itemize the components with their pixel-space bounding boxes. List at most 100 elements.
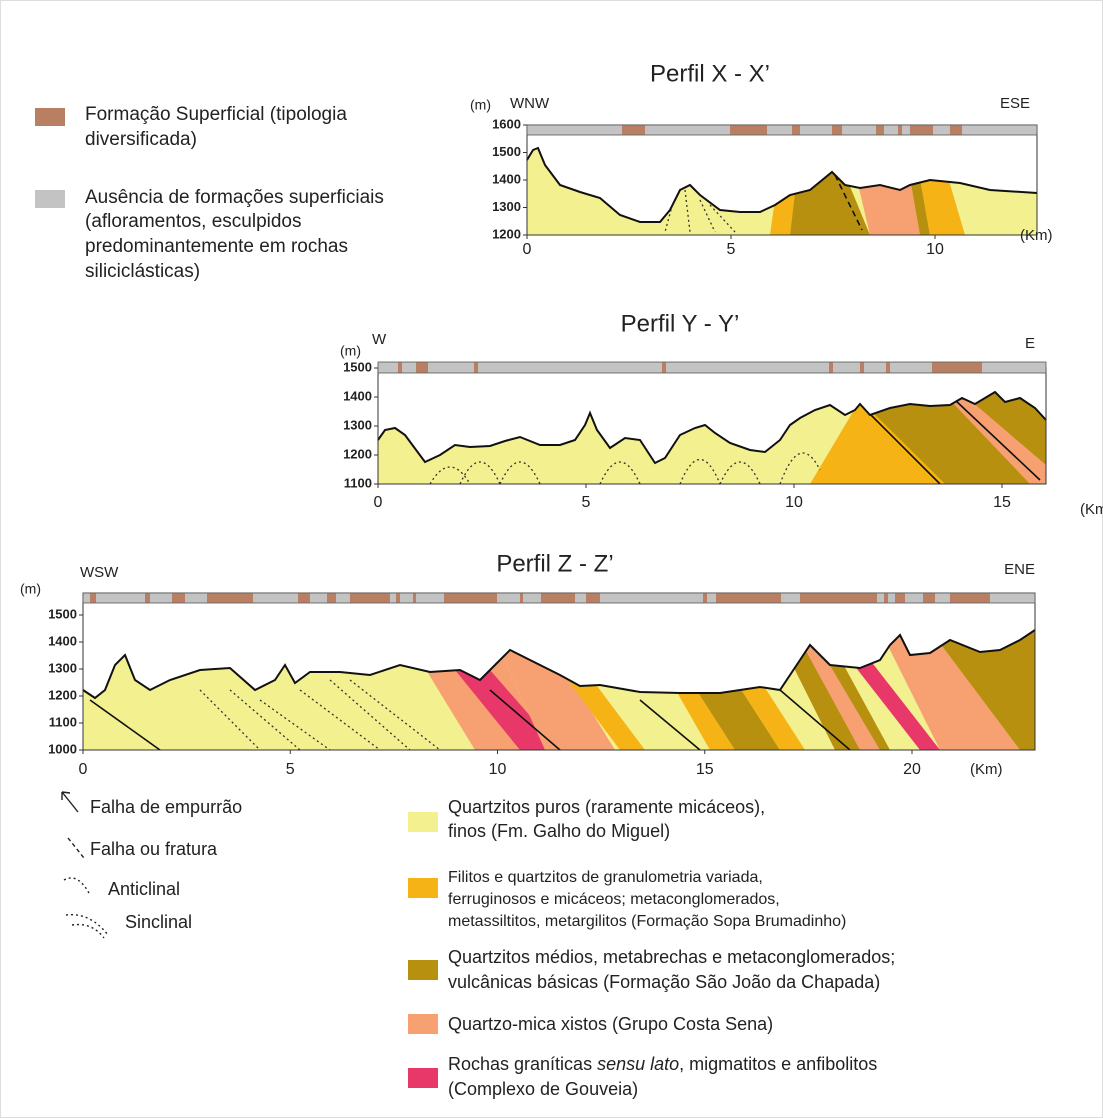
y-tick-label: 1200	[492, 226, 521, 241]
surface-segment	[792, 126, 800, 135]
direction-left: WSW	[80, 564, 119, 581]
structure-label: Falha de empurrão	[90, 797, 242, 817]
surface-segment	[413, 594, 416, 603]
legend-text: Quartzitos puros (raramente micáceos),	[448, 797, 765, 817]
surface-segment	[662, 363, 666, 373]
y-tick-label: 1100	[344, 475, 372, 490]
surface-segment	[586, 594, 600, 603]
surface-segment	[474, 363, 478, 373]
legend-text: vulcânicas básicas (Formação São João da…	[448, 972, 880, 992]
surface-segment	[860, 363, 864, 373]
surface-segment	[703, 594, 707, 603]
legend-swatch	[408, 960, 438, 980]
surface-segment	[829, 363, 833, 373]
surface-segment	[910, 126, 933, 135]
structure-label: Sinclinal	[125, 912, 192, 932]
y-tick-label: 1000	[48, 741, 77, 756]
legend-text: (afloramentos, esculpidos	[85, 211, 302, 232]
x-tick-label: 15	[696, 761, 714, 778]
y-tick-label: 1300	[48, 660, 77, 675]
y-unit: (m)	[20, 581, 41, 597]
x-tick-label: 0	[374, 494, 383, 511]
y-tick-label: 1200	[343, 446, 372, 461]
legend-swatch	[408, 1014, 438, 1034]
direction-right: ENE	[1004, 561, 1035, 578]
surface-segment	[895, 594, 905, 603]
legend-text: finos (Fm. Galho do Miguel)	[448, 821, 670, 841]
x-tick-label: 5	[582, 494, 591, 511]
surface-segment	[884, 594, 888, 603]
y-tick-label: 1600	[492, 116, 521, 131]
legend-swatch	[35, 108, 65, 126]
surface-segment	[923, 594, 935, 603]
legend-swatch	[408, 812, 438, 832]
x-tick-label: 10	[785, 494, 803, 511]
surface-segment	[416, 363, 428, 373]
legend-swatch	[408, 1068, 438, 1088]
profile-title: Perfil X - X’	[650, 60, 770, 87]
x-tick-label: 20	[903, 761, 921, 778]
surface-segment	[520, 594, 523, 603]
legend-text: metassiltitos, metargilitos (Formação So…	[448, 913, 846, 930]
legend-text: Formação Superficial (tipologia	[85, 104, 347, 125]
legend-text: Filitos e quartzitos de granulometria va…	[448, 869, 763, 886]
y-tick-label: 1200	[48, 687, 77, 702]
text-part: , migmatitos e anfibolitos	[679, 1054, 877, 1074]
direction-left: W	[372, 331, 387, 348]
surface-segment	[800, 594, 877, 603]
legend-text: Quartzitos médios, metabrechas e metacon…	[448, 947, 895, 967]
surface-segment	[541, 594, 575, 603]
y-tick-label: 1500	[343, 359, 372, 374]
direction-right: ESE	[1000, 95, 1030, 112]
surface-segment	[950, 126, 962, 135]
profile-title: Perfil Z - Z’	[496, 550, 613, 577]
x-tick-label: 5	[286, 761, 295, 778]
surface-segment	[716, 594, 781, 603]
surface-segment	[932, 363, 982, 373]
y-unit: (m)	[470, 97, 491, 113]
x-tick-label: 5	[727, 241, 736, 258]
surface-segment	[950, 594, 990, 603]
legend-text: Ausência de formações superficiais	[85, 187, 384, 208]
surface-segment	[145, 594, 150, 603]
surface-segment	[886, 363, 890, 373]
x-tick-label: 15	[993, 494, 1011, 511]
y-unit: (m)	[340, 343, 361, 359]
surface-segment	[350, 594, 390, 603]
legend-text: predominantemente em rochas	[85, 236, 348, 257]
x-unit: (Km)	[1080, 501, 1103, 518]
surface-segment	[396, 594, 400, 603]
surface-segment	[90, 594, 96, 603]
surface-segment	[730, 126, 767, 135]
profile-title: Perfil Y - Y’	[621, 310, 740, 337]
surface-segment	[832, 126, 842, 135]
y-tick-label: 1300	[343, 417, 372, 432]
y-tick-label: 1300	[492, 199, 521, 214]
x-unit: (Km)	[1020, 227, 1053, 244]
legend-text: diversificada)	[85, 129, 197, 150]
surface-segment	[327, 594, 336, 603]
legend-text: Quartzo-mica xistos (Grupo Costa Sena)	[448, 1014, 773, 1034]
text-part: sensu lato	[597, 1054, 679, 1074]
figure: Formação Superficial (tipologia diversifi…	[0, 0, 1103, 1118]
y-tick-label: 1100	[49, 714, 77, 729]
structure-label: Falha ou fratura	[90, 839, 218, 859]
surface-segment	[207, 594, 253, 603]
legend-text: (Complexo de Gouveia)	[448, 1079, 638, 1099]
direction-right: E	[1025, 335, 1035, 352]
surface-segment	[298, 594, 310, 603]
y-tick-label: 1400	[343, 388, 372, 403]
legend-text: siliciclásticas)	[85, 261, 200, 282]
y-tick-label: 1500	[492, 144, 521, 159]
y-tick-label: 1500	[48, 606, 77, 621]
x-unit: (Km)	[970, 761, 1003, 778]
y-tick-label: 1400	[48, 633, 77, 648]
structure-label: Anticlinal	[108, 879, 180, 899]
surface-segment	[898, 126, 902, 135]
legend-swatch	[35, 190, 65, 208]
surface-segment	[398, 363, 402, 373]
x-tick-label: 10	[926, 241, 944, 258]
y-tick-label: 1400	[492, 171, 521, 186]
x-tick-label: 10	[489, 761, 507, 778]
text-part: Rochas graníticas	[448, 1054, 597, 1074]
